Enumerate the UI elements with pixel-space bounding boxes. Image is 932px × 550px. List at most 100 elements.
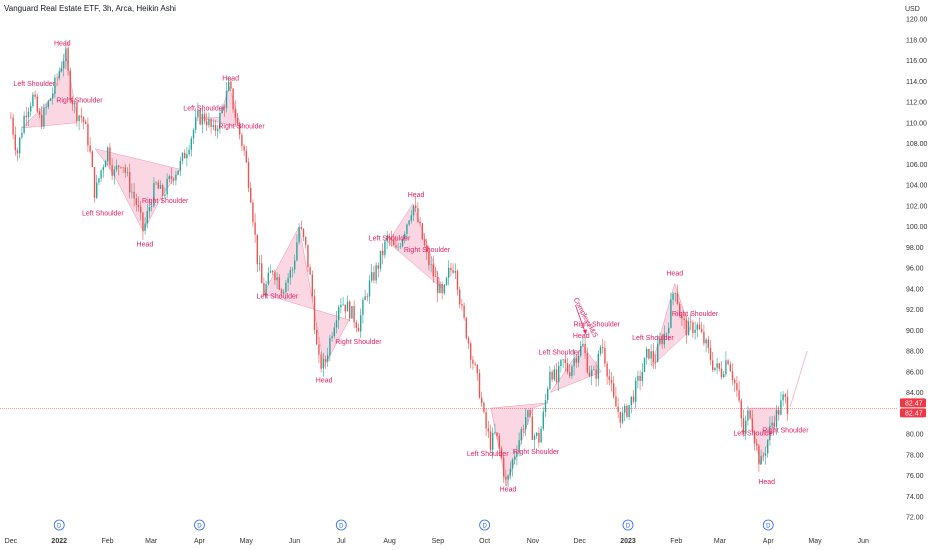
candle-body xyxy=(648,348,650,359)
pattern-label: Right Shoulder xyxy=(142,198,189,205)
pattern-label: Head xyxy=(137,242,154,249)
candle-body xyxy=(384,241,386,256)
candle-body xyxy=(487,428,490,432)
dividend-marker xyxy=(335,519,347,531)
candle-body xyxy=(322,359,325,369)
candle-body xyxy=(626,405,628,417)
y-tick-label: 80.00 xyxy=(906,432,924,439)
candle-body xyxy=(571,366,573,377)
dividend-marker-label: D xyxy=(482,524,487,530)
candle-body xyxy=(118,165,120,168)
y-tick-label: 100.00 xyxy=(906,224,928,231)
candle-body xyxy=(520,429,523,441)
pattern-label: Left Shoulder xyxy=(13,81,55,88)
candle-body xyxy=(355,322,358,328)
candle-body xyxy=(401,238,404,247)
candle-body xyxy=(287,277,289,283)
candle-body xyxy=(639,375,641,381)
candle-body xyxy=(663,333,666,345)
candle-body xyxy=(395,245,397,248)
pattern-label: Head xyxy=(758,479,775,486)
candle-body xyxy=(342,304,344,306)
candle-body xyxy=(111,165,113,176)
candle-body xyxy=(184,152,186,159)
candle-body xyxy=(377,265,380,269)
pattern-label: Left Shoulder xyxy=(183,106,225,113)
candle-body xyxy=(357,327,360,332)
candle-body xyxy=(630,396,633,406)
candle-body xyxy=(58,71,61,78)
candle-body xyxy=(126,172,129,173)
candle-body xyxy=(296,242,298,261)
candle-body xyxy=(481,397,483,403)
candle-body xyxy=(454,271,457,273)
dividend-marker-label: D xyxy=(766,524,771,530)
pattern-label: Left Shoulder xyxy=(467,451,509,458)
candle-body xyxy=(69,70,72,101)
pattern-label: Head xyxy=(666,271,683,278)
candle-body xyxy=(707,339,710,348)
y-tick-label: 76.00 xyxy=(906,473,924,480)
candle-body xyxy=(34,94,36,97)
candle-body xyxy=(604,347,606,364)
candle-body xyxy=(551,371,553,380)
pattern-label: Right Shoulder xyxy=(762,427,809,434)
candle-body xyxy=(683,318,685,320)
candle-body xyxy=(646,348,648,358)
candle-body xyxy=(67,48,69,71)
candle-body xyxy=(360,315,362,332)
candles xyxy=(10,39,789,488)
candle-body xyxy=(373,272,375,281)
candle-body xyxy=(197,110,199,118)
candle-body xyxy=(232,88,234,110)
candle-body xyxy=(269,271,272,273)
candle-body xyxy=(113,169,116,176)
chart-title: Vanguard Real Estate ETF, 3h, Arca, Heik… xyxy=(4,4,176,13)
candle-body xyxy=(294,260,296,270)
candle-body xyxy=(718,363,721,369)
candle-body xyxy=(483,402,485,412)
candle-body xyxy=(434,276,437,277)
candle-body xyxy=(727,360,729,365)
candle-body xyxy=(758,445,760,465)
candle-body xyxy=(558,366,560,382)
candle-body xyxy=(573,358,575,367)
candle-body xyxy=(720,368,723,378)
candle-body xyxy=(529,410,531,417)
candle-body xyxy=(786,396,789,414)
pattern-zone xyxy=(263,225,350,368)
candle-body xyxy=(390,238,393,240)
y-tick-label: 106.00 xyxy=(906,162,928,169)
time-axis[interactable]: Dec 2022 Feb Mar Apr May Jun Jul Aug Sep Oct Nov Dec… xyxy=(5,538,869,545)
candle-body xyxy=(610,379,613,384)
candle-body xyxy=(533,435,536,440)
pattern-label: Right Shoulder xyxy=(218,123,265,130)
candle-body xyxy=(366,296,369,297)
pattern-label: Left Shoulder xyxy=(369,235,411,242)
y-tick-label: 104.00 xyxy=(906,183,928,190)
candle-body xyxy=(311,274,314,297)
price-axis[interactable]: 72.0074.0076.0078.0080.0082.0084.0086.00… xyxy=(906,17,928,522)
candle-body xyxy=(584,343,586,354)
candle-body xyxy=(485,411,487,429)
candle-body xyxy=(421,223,424,240)
candle-body xyxy=(175,174,177,181)
candle-body xyxy=(316,329,318,345)
candle-body xyxy=(771,422,773,426)
candle-body xyxy=(659,339,661,344)
candle-body xyxy=(56,77,58,79)
candle-body xyxy=(509,468,512,476)
candle-body xyxy=(478,372,481,398)
candle-body xyxy=(155,182,157,184)
candle-body xyxy=(258,263,261,265)
candle-body xyxy=(10,117,12,119)
candle-body xyxy=(641,371,644,381)
candle-body xyxy=(188,149,190,155)
x-tick-label: Oct xyxy=(479,538,490,545)
candle-body xyxy=(230,81,232,89)
candle-body xyxy=(564,359,567,363)
pattern-label: Head xyxy=(573,333,590,340)
candle-body xyxy=(445,277,448,285)
candle-body xyxy=(617,406,619,412)
